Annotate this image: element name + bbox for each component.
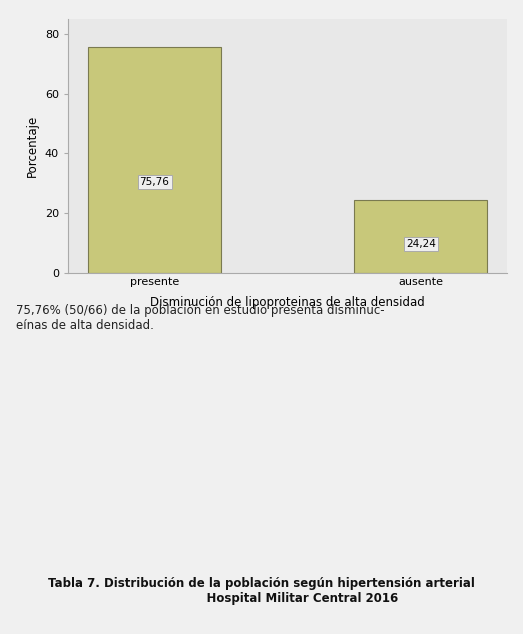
Text: 75,76: 75,76 — [140, 178, 169, 187]
X-axis label: Disminución de lipoproteinas de alta densidad: Disminución de lipoproteinas de alta den… — [150, 296, 425, 309]
Bar — [88, 46, 221, 273]
Y-axis label: Porcentaje: Porcentaje — [26, 115, 39, 177]
Text: Tabla 7. Distribución de la población según hipertensión arterial
              : Tabla 7. Distribución de la población se… — [48, 578, 475, 605]
Bar — [354, 200, 487, 273]
Text: 24,24: 24,24 — [406, 238, 436, 249]
Text: 75,76% (50/66) de la población en estudio presenta disminuc-
eínas de alta densi: 75,76% (50/66) de la población en estudi… — [16, 304, 384, 332]
